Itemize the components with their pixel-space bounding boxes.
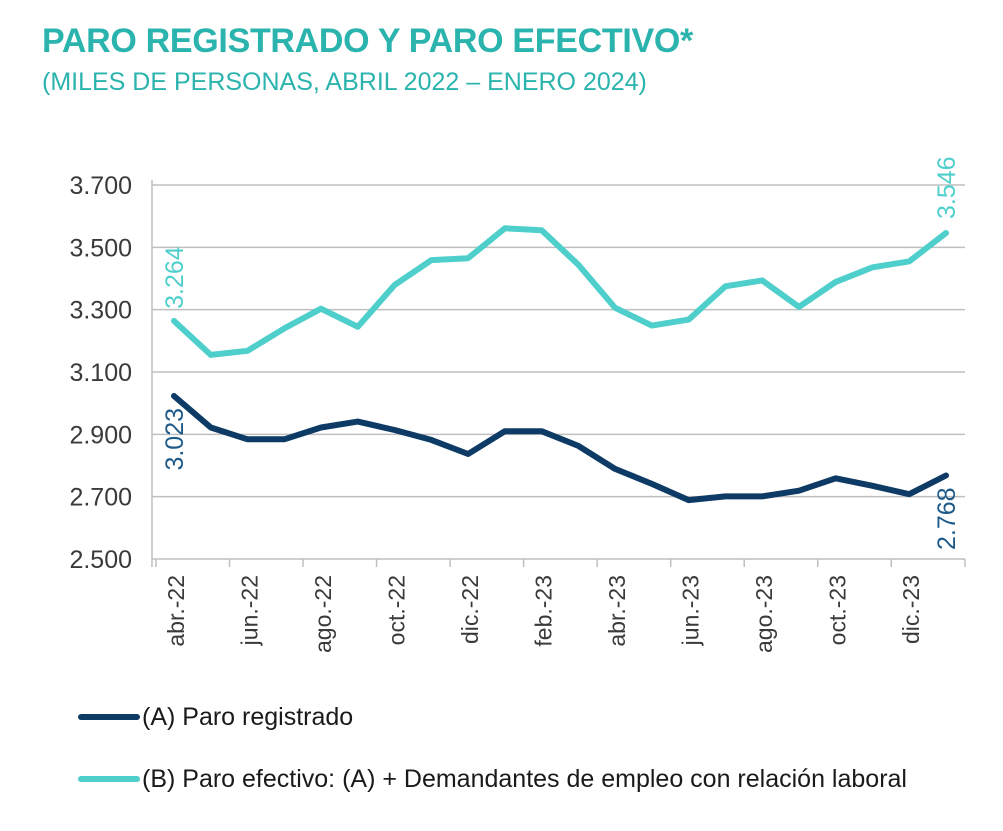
chart-title: PARO REGISTRADO Y PARO EFECTIVO* <box>42 22 693 60</box>
series-b-line <box>171 225 949 358</box>
legend-swatch-a <box>78 714 140 720</box>
x-tick-label: abr.-22 <box>163 575 189 647</box>
chart-subtitle: (MILES DE PERSONAS, ABRIL 2022 – ENERO 2… <box>42 68 647 96</box>
x-tick-label: jun.-22 <box>237 575 263 646</box>
x-tick-label: abr.-23 <box>604 575 630 647</box>
x-tick-label: dic.-22 <box>457 575 483 644</box>
y-tick-label: 3.300 <box>69 297 132 325</box>
data-label-b-last: 3.546 <box>933 156 961 219</box>
x-tick-label: dic.-23 <box>898 575 924 644</box>
y-tick-label: 2.500 <box>69 546 132 574</box>
legend-label-a: (A) Paro registrado <box>142 703 354 731</box>
y-tick-label: 2.700 <box>69 484 132 512</box>
y-tick-label: 2.900 <box>69 421 132 449</box>
data-label-a-first: 3.023 <box>161 408 189 471</box>
x-tick-label: oct.-23 <box>825 575 851 645</box>
x-tick-label: oct.-22 <box>384 575 410 645</box>
data-label-b-first: 3.264 <box>161 246 189 309</box>
x-tick-label: ago.-23 <box>751 575 777 653</box>
x-tick-label: ago.-22 <box>310 575 336 653</box>
y-tick-label: 3.100 <box>69 359 132 387</box>
x-tick-label: feb.-23 <box>531 575 557 647</box>
series-a-line <box>171 393 949 504</box>
legend-swatch-b <box>78 776 140 782</box>
legend-label-b: (B) Paro efectivo: (A) + Demandantes de … <box>142 765 907 793</box>
y-tick-label: 3.500 <box>69 234 132 262</box>
data-label-a-last: 2.768 <box>933 487 961 550</box>
x-tick-label: jun.-23 <box>678 575 704 646</box>
y-tick-label: 3.700 <box>69 172 132 200</box>
